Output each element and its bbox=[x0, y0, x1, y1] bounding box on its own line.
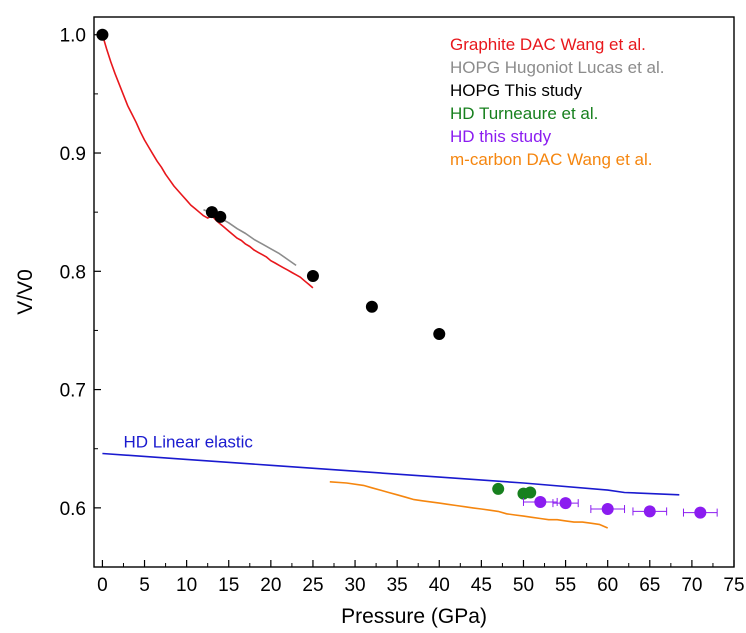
x-tick-label: 45 bbox=[471, 575, 492, 596]
y-tick-label: 0.7 bbox=[60, 381, 86, 402]
legend-entry: HOPG Hugoniot Lucas et al. bbox=[450, 58, 665, 77]
point-hd-turneaure-et-al bbox=[524, 486, 537, 499]
x-tick-label: 25 bbox=[302, 575, 323, 596]
legend-entry: HD Turneaure et al. bbox=[450, 104, 598, 123]
x-tick-label: 20 bbox=[260, 575, 281, 596]
x-tick-label: 75 bbox=[723, 575, 744, 596]
ticks-layer: 0 5 10 15 20 25 30 35 40 45 50 55 60 65 70 75 0.6 0.7 0.8 0… bbox=[60, 26, 745, 596]
legend-entry: HOPG This study bbox=[450, 81, 582, 100]
point-hd-this-study bbox=[601, 503, 614, 516]
legend-entry: Graphite DAC Wang et al. bbox=[450, 35, 646, 54]
y-tick-label: 0.9 bbox=[60, 144, 86, 165]
x-tick-label: 30 bbox=[344, 575, 365, 596]
y-tick-label: 0.8 bbox=[60, 262, 86, 283]
point-hd-this-study bbox=[694, 506, 707, 519]
plot-frame bbox=[93, 16, 735, 568]
series-line-m-carbon-dac-wang-et-al bbox=[329, 481, 609, 529]
x-axis-title: Pressure (GPa) bbox=[341, 605, 487, 628]
y-tick-label: 1.0 bbox=[60, 26, 86, 47]
series-line-hd-linear-elastic bbox=[102, 452, 680, 496]
x-tick-label: 50 bbox=[513, 575, 534, 596]
point-hd-turneaure-et-al bbox=[492, 482, 505, 495]
x-tick-label: 10 bbox=[176, 575, 197, 596]
x-tick-label: 70 bbox=[681, 575, 702, 596]
y-tick-label: 0.6 bbox=[60, 499, 86, 520]
x-tick-label: 60 bbox=[597, 575, 618, 596]
series-line-graphite-dac-wang-et-al bbox=[101, 34, 314, 289]
x-tick-label: 65 bbox=[639, 575, 660, 596]
annotation-layer: HD Linear elastic bbox=[123, 433, 253, 452]
point-hopg-this-study bbox=[365, 300, 378, 313]
x-tick-label: 15 bbox=[218, 575, 239, 596]
x-tick-label: 5 bbox=[139, 575, 150, 596]
point-hopg-this-study bbox=[214, 210, 227, 223]
legend: Graphite DAC Wang et al. HOPG Hugoniot Lu… bbox=[450, 35, 665, 169]
x-tick-label: 0 bbox=[97, 575, 108, 596]
series-layer bbox=[96, 28, 718, 529]
point-hd-this-study bbox=[559, 497, 572, 510]
point-hd-this-study bbox=[643, 505, 656, 518]
legend-entry: HD this study bbox=[450, 127, 552, 146]
legend-entry: m-carbon DAC Wang et al. bbox=[450, 150, 653, 169]
point-hopg-this-study bbox=[96, 28, 109, 41]
point-hd-this-study bbox=[534, 495, 547, 508]
y-axis-title: V/V0 bbox=[14, 269, 37, 315]
x-tick-label: 35 bbox=[387, 575, 408, 596]
x-tick-label: 55 bbox=[555, 575, 576, 596]
point-hopg-this-study bbox=[433, 327, 446, 340]
x-tick-label: 40 bbox=[429, 575, 450, 596]
annotation-label: HD Linear elastic bbox=[123, 433, 253, 452]
point-hopg-this-study bbox=[306, 270, 319, 283]
